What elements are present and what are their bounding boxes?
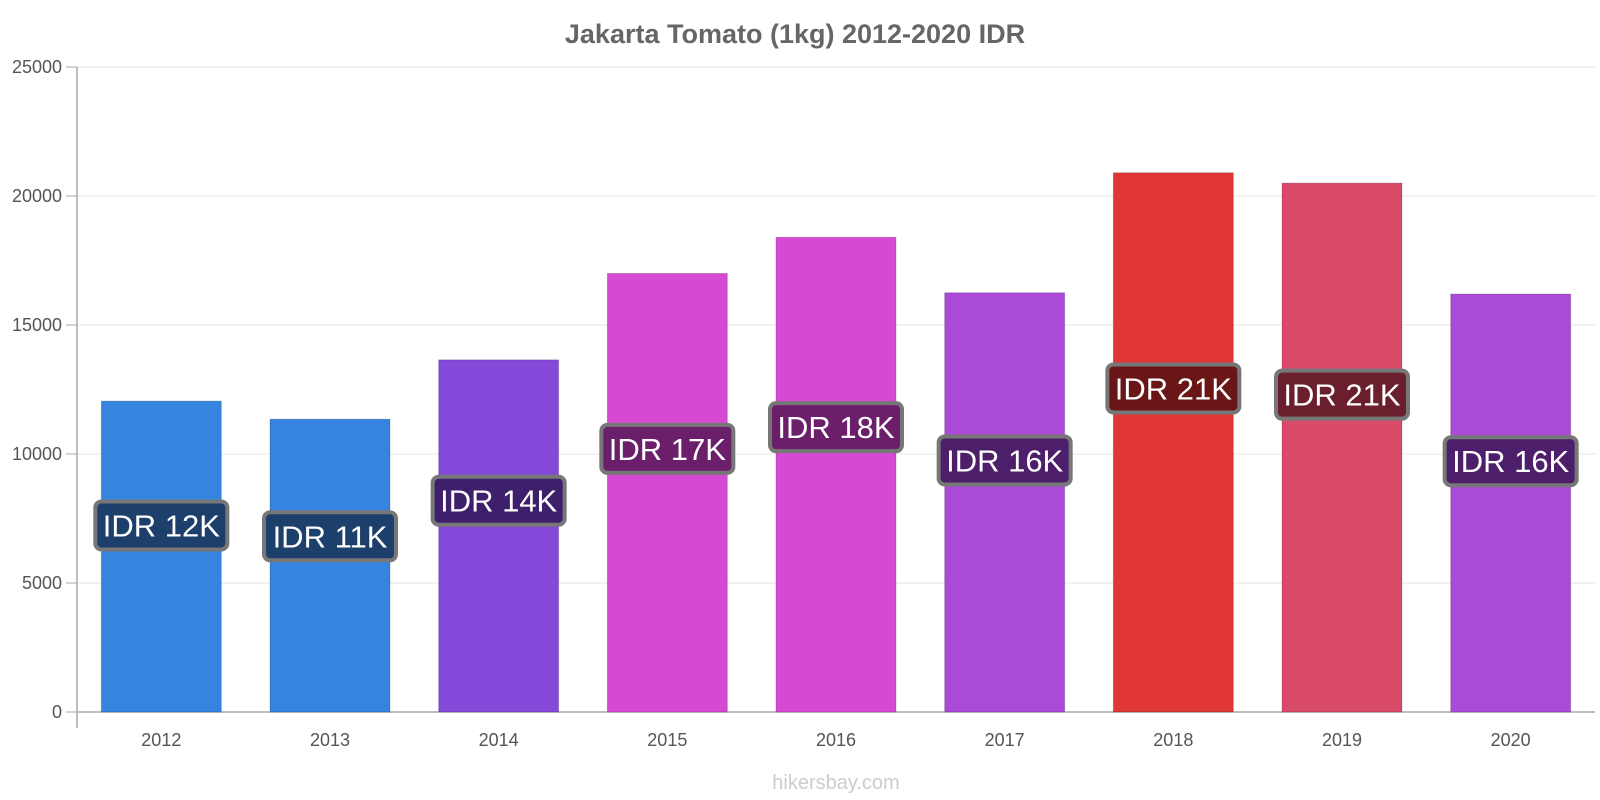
- y-tick-label: 15000: [12, 315, 62, 335]
- bar-2017: [944, 292, 1066, 713]
- x-tick-label: 2017: [985, 730, 1025, 750]
- bar-2012: [100, 400, 222, 713]
- data-label: IDR 14K: [440, 484, 557, 519]
- data-label-box: [936, 434, 1073, 487]
- x-tick-label: 2016: [816, 730, 856, 750]
- y-tick-label: 5000: [22, 573, 62, 593]
- data-label: IDR 12K: [103, 508, 220, 543]
- data-label-box: [768, 401, 904, 454]
- data-label-box: [1105, 362, 1242, 415]
- data-label: IDR 18K: [777, 410, 894, 445]
- y-tick-label: 10000: [12, 444, 62, 464]
- bar-2019: [1281, 182, 1403, 713]
- data-label-box: [93, 499, 230, 552]
- data-label: IDR 16K: [946, 443, 1063, 478]
- x-tick-label: 2013: [310, 730, 350, 750]
- bar-2015: [606, 272, 728, 713]
- data-label: IDR 11K: [273, 519, 388, 554]
- data-label-box: [599, 422, 736, 475]
- data-labels: IDR 12K IDR 11K IDR 14K IDR 17K IDR 18K IDR 1…: [93, 362, 1579, 563]
- chart-title: Jakarta Tomato (1kg) 2012-2020 IDR: [565, 19, 1025, 49]
- x-axis-ticks: 2012 2013 2014 2015 2016 2017 2018 2019 2020: [141, 730, 1530, 750]
- data-label-box: [1442, 435, 1579, 488]
- y-tick-label: 20000: [12, 186, 62, 206]
- x-tick-label: 2015: [647, 730, 687, 750]
- bar-2014: [438, 359, 560, 713]
- bar-2018: [1112, 172, 1234, 713]
- x-tick-label: 2019: [1322, 730, 1362, 750]
- data-label-box: [1274, 368, 1410, 421]
- x-tick-label: 2014: [479, 730, 519, 750]
- bar-2013: [269, 418, 391, 713]
- data-label: IDR 16K: [1452, 444, 1569, 479]
- y-tick-label: 25000: [12, 57, 62, 77]
- y-tick-label: 0: [52, 702, 62, 722]
- bar-2020: [1450, 293, 1572, 713]
- bars: [100, 172, 1572, 713]
- data-label-box: [430, 474, 567, 527]
- x-tick-label: 2018: [1153, 730, 1193, 750]
- bar-2016: [775, 236, 897, 713]
- x-tick-label: 2020: [1491, 730, 1531, 750]
- data-label: IDR 21K: [1115, 371, 1232, 406]
- x-tick-label: 2012: [141, 730, 181, 750]
- y-axis-ticks: 0 5000 10000 15000 20000 25000: [12, 57, 77, 722]
- watermark: hikersbay.com: [772, 772, 899, 794]
- data-label: IDR 21K: [1283, 378, 1400, 413]
- data-label-box: [262, 510, 398, 563]
- data-label: IDR 17K: [609, 432, 726, 467]
